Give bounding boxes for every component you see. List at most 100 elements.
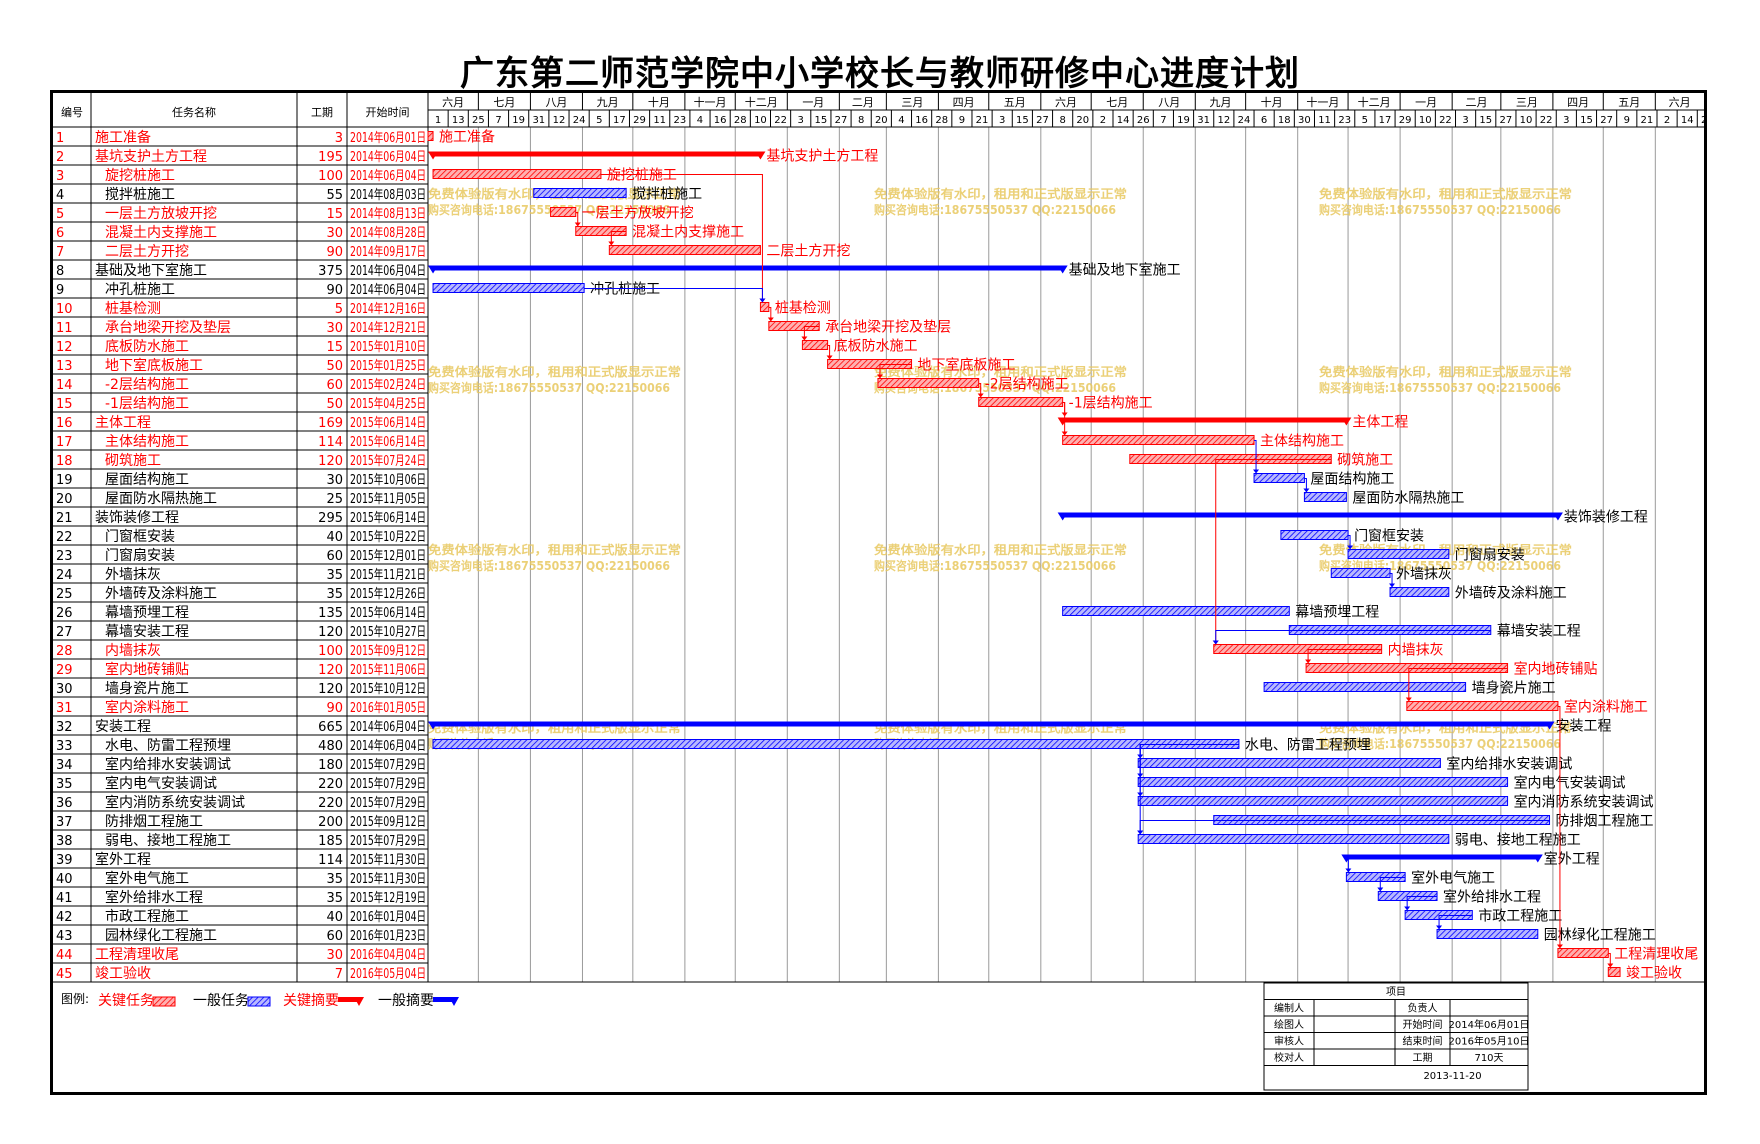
task-bar-26 [1062, 606, 1290, 616]
dependency-arrow [1137, 830, 1144, 835]
task-id: 9 [56, 283, 64, 298]
task-name: 基础及地下室施工 [95, 262, 207, 279]
dependency-link [1139, 744, 1239, 834]
legend-critical-summary: 关键摘要 [283, 992, 339, 1009]
day-label: 13 [452, 115, 465, 126]
task-name: 防排烟工程施工 [105, 814, 203, 830]
dependency-arrow [767, 317, 774, 322]
day-label: 18 [1278, 115, 1291, 126]
task-duration: 480 [318, 739, 343, 754]
task-duration: 3 [335, 131, 343, 146]
day-label: 12 [553, 115, 566, 126]
info-value: 2016年05月10日 [1449, 1035, 1530, 1048]
task-name: 室内消防系统安装调试 [105, 794, 245, 811]
dependency-link [1062, 402, 1066, 435]
task-name: 幕墙预埋工程 [105, 605, 189, 621]
dependency-link [1347, 858, 1538, 872]
task-id: 10 [56, 302, 73, 317]
bar-label: 屋面结构施工 [1310, 472, 1394, 488]
month-label: 十月 [648, 95, 670, 109]
summary-end-marker [755, 151, 766, 160]
task-bar-10 [759, 302, 770, 312]
task-start: 2015年06月14日 [350, 416, 426, 431]
day-label: 5 [1362, 115, 1368, 126]
task-duration: 200 [318, 815, 343, 830]
task-start: 2015年12月19日 [350, 891, 426, 906]
dependency-link [978, 383, 982, 397]
bar-label: 二层土方开挖 [766, 244, 850, 260]
month-label: 六月 [442, 96, 464, 109]
bar-label: 桩基检测 [775, 300, 831, 317]
task-id: 44 [56, 948, 73, 963]
task-start: 2015年07月29日 [350, 758, 426, 773]
bar-label: 工程清理收尾 [1614, 947, 1698, 963]
dependency-link [1390, 573, 1393, 587]
day-label: 30 [1298, 115, 1311, 126]
task-name: 门窗扇安装 [105, 547, 175, 564]
dependency-arrow [574, 222, 581, 227]
task-duration: 120 [318, 663, 343, 678]
bar-label: 一层土方放坡开挖 [582, 206, 694, 222]
day-label: 15 [815, 115, 828, 126]
day-label: 16 [714, 115, 727, 126]
task-duration: 120 [318, 454, 343, 469]
dependency-arrow [759, 298, 766, 303]
dependency-link [879, 364, 912, 378]
task-duration: 30 [326, 948, 343, 963]
task-bar-24 [1330, 568, 1391, 578]
day-label: 29 [1399, 115, 1412, 126]
bar-label: 基础及地下室施工 [1069, 262, 1181, 279]
task-start: 2015年10月22日 [350, 530, 426, 545]
summary-bar-32 [433, 721, 1550, 727]
watermark-text: 购买咨询电话:18675550537 QQ:22150066 [1319, 202, 1561, 217]
dependency-link [575, 212, 579, 226]
task-name: 主体工程 [95, 415, 151, 431]
dependency-link [1438, 915, 1473, 929]
day-label: 3 [1563, 115, 1569, 126]
bar-label: 市政工程施工 [1478, 908, 1562, 925]
task-start: 2015年06月14日 [350, 435, 426, 450]
dependency-link [803, 326, 820, 340]
task-name: 砌筑施工 [105, 453, 161, 469]
summary-bar-2 [433, 151, 761, 157]
info-date: 2013-11-20 [1423, 1071, 1481, 1082]
month-label: 二月 [1466, 96, 1488, 109]
bar-label: 地下室底板施工 [918, 357, 1016, 374]
month-label: 七月 [1106, 96, 1128, 109]
task-start: 2015年09月12日 [350, 815, 426, 830]
task-start: 2015年11月05日 [350, 492, 426, 507]
bar-label: 室外工程 [1544, 851, 1600, 868]
day-label: 4 [898, 115, 904, 126]
task-duration: 5 [335, 302, 343, 317]
bar-label: 装饰装修工程 [1564, 510, 1648, 526]
bar-label: 室内涂料施工 [1564, 699, 1648, 716]
task-id: 29 [56, 663, 73, 678]
task-start: 2016年04月04日 [350, 948, 426, 963]
bar-label: 施工准备 [439, 129, 495, 146]
day-label: 11 [1318, 115, 1331, 126]
info-key: 编制人 [1274, 1002, 1304, 1015]
day-label: 27 [1500, 115, 1513, 126]
task-duration: 665 [318, 720, 343, 735]
day-label: 2 [1100, 115, 1106, 126]
month-label: 五月 [1004, 96, 1026, 109]
column-header-start: 开始时间 [366, 105, 410, 119]
month-label: 十一月 [694, 95, 727, 109]
bar-label: 门窗框安装 [1354, 528, 1424, 545]
task-start: 2014年12月16日 [350, 302, 426, 317]
dependency-link [584, 288, 763, 302]
day-label: 10 [1520, 115, 1533, 126]
bar-label: 混凝土内支撑施工 [632, 225, 744, 241]
task-duration: 120 [318, 625, 343, 640]
task-bar-14 [877, 378, 980, 388]
task-duration: 50 [326, 397, 343, 412]
day-label: 22 [774, 115, 787, 126]
task-duration: 40 [326, 910, 343, 925]
month-label: 一月 [1415, 96, 1437, 109]
month-label: 九月 [1209, 96, 1231, 109]
dependency-arrow [1404, 906, 1411, 911]
month-label: 五月 [1618, 96, 1640, 109]
task-duration: 295 [318, 511, 343, 526]
bar-label: 室内地砖铺贴 [1514, 661, 1598, 678]
column-header-id: 编号 [61, 105, 83, 119]
